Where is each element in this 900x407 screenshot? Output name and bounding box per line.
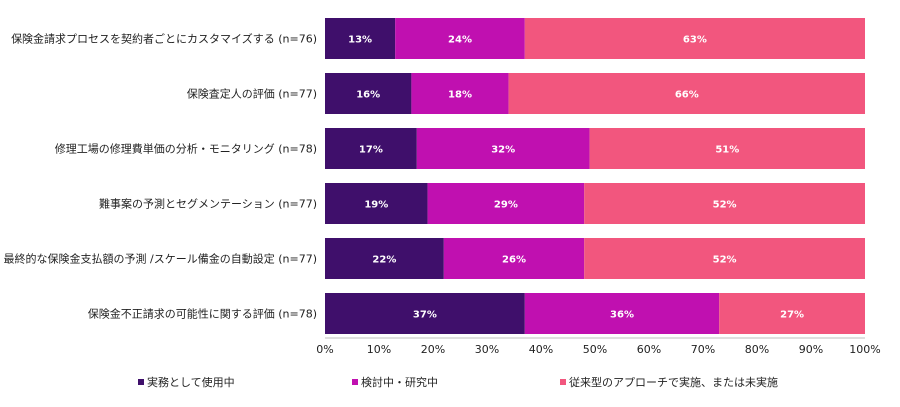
x-tick-label: 60%	[637, 343, 661, 356]
data-label: 26%	[502, 255, 526, 266]
x-tick-label: 40%	[529, 343, 553, 356]
x-tick-label: 80%	[745, 343, 769, 356]
category-label: 難事案の予測とセグメンテーション (n=77)	[99, 197, 317, 211]
data-label: 16%	[356, 90, 380, 101]
x-axis-ticks: 0% 10% 20% 30% 40% 50% 60% 70% 80% 90% 100%	[316, 343, 880, 356]
data-label: 63%	[683, 35, 707, 46]
legend-label: 実務として使用中	[147, 375, 235, 389]
data-label: 27%	[780, 310, 804, 321]
x-tick-label: 70%	[691, 343, 715, 356]
data-label: 66%	[675, 90, 699, 101]
bar-segment	[325, 128, 417, 169]
bar-segment	[325, 238, 444, 279]
data-label: 32%	[491, 145, 515, 156]
bar-segment	[325, 18, 396, 59]
bar-segment	[589, 128, 865, 169]
legend-swatch	[352, 379, 358, 385]
data-label: 52%	[713, 200, 737, 211]
data-label: 24%	[448, 35, 472, 46]
data-label: 52%	[713, 255, 737, 266]
data-label: 37%	[413, 310, 437, 321]
data-label: 51%	[715, 145, 739, 156]
bar-segment	[325, 293, 525, 334]
bar-segment	[524, 293, 720, 334]
bar-segment	[443, 238, 585, 279]
x-tick-label: 90%	[799, 343, 823, 356]
x-tick-label: 50%	[583, 343, 607, 356]
bar-segment	[395, 18, 525, 59]
bar-segment	[427, 183, 585, 224]
bars: 13% 24% 63% 16% 18% 66% 17% 32% 51% 19% 29% 52% 22% 2…	[325, 18, 865, 334]
legend-swatch	[138, 379, 144, 385]
category-label: 修理工場の修理費単価の分析・モニタリング (n=78)	[55, 142, 317, 156]
legend: 実務として使用中 検討中・研究中 従来型のアプローチで実施、または未実施	[138, 375, 778, 389]
bar-segment	[719, 293, 865, 334]
x-tick-label: 100%	[849, 343, 880, 356]
x-tick-label: 0%	[316, 343, 333, 356]
bar-segment	[325, 73, 412, 114]
data-label: 22%	[372, 255, 396, 266]
bar-segment	[584, 183, 865, 224]
x-tick-label: 20%	[421, 343, 445, 356]
legend-label: 検討中・研究中	[361, 375, 438, 389]
bar-segment	[524, 18, 865, 59]
category-label: 保険金請求プロセスを契約者ごとにカスタマイズする (n=76)	[11, 32, 317, 46]
data-label: 18%	[448, 90, 472, 101]
category-label: 保険金不正請求の可能性に関する評価 (n=78)	[88, 307, 317, 321]
bar-segment	[508, 73, 865, 114]
category-labels: 保険金請求プロセスを契約者ごとにカスタマイズする (n=76) 保険査定人の評価 …	[4, 32, 317, 321]
data-label: 13%	[348, 35, 372, 46]
data-label: 17%	[359, 145, 383, 156]
bar-segment	[584, 238, 865, 279]
bar-segment	[325, 183, 428, 224]
legend-swatch	[560, 379, 566, 385]
legend-label: 従来型のアプローチで実施、または未実施	[569, 375, 778, 389]
bar-segment	[411, 73, 509, 114]
x-tick-label: 10%	[367, 343, 391, 356]
x-tick-label: 30%	[475, 343, 499, 356]
category-label: 最終的な保険金支払額の予測 /スケール備金の自動設定 (n=77)	[4, 252, 317, 266]
category-label: 保険査定人の評価 (n=77)	[187, 87, 317, 101]
data-label: 19%	[364, 200, 388, 211]
data-label: 29%	[494, 200, 518, 211]
bar-segment	[416, 128, 590, 169]
data-label: 36%	[610, 310, 634, 321]
